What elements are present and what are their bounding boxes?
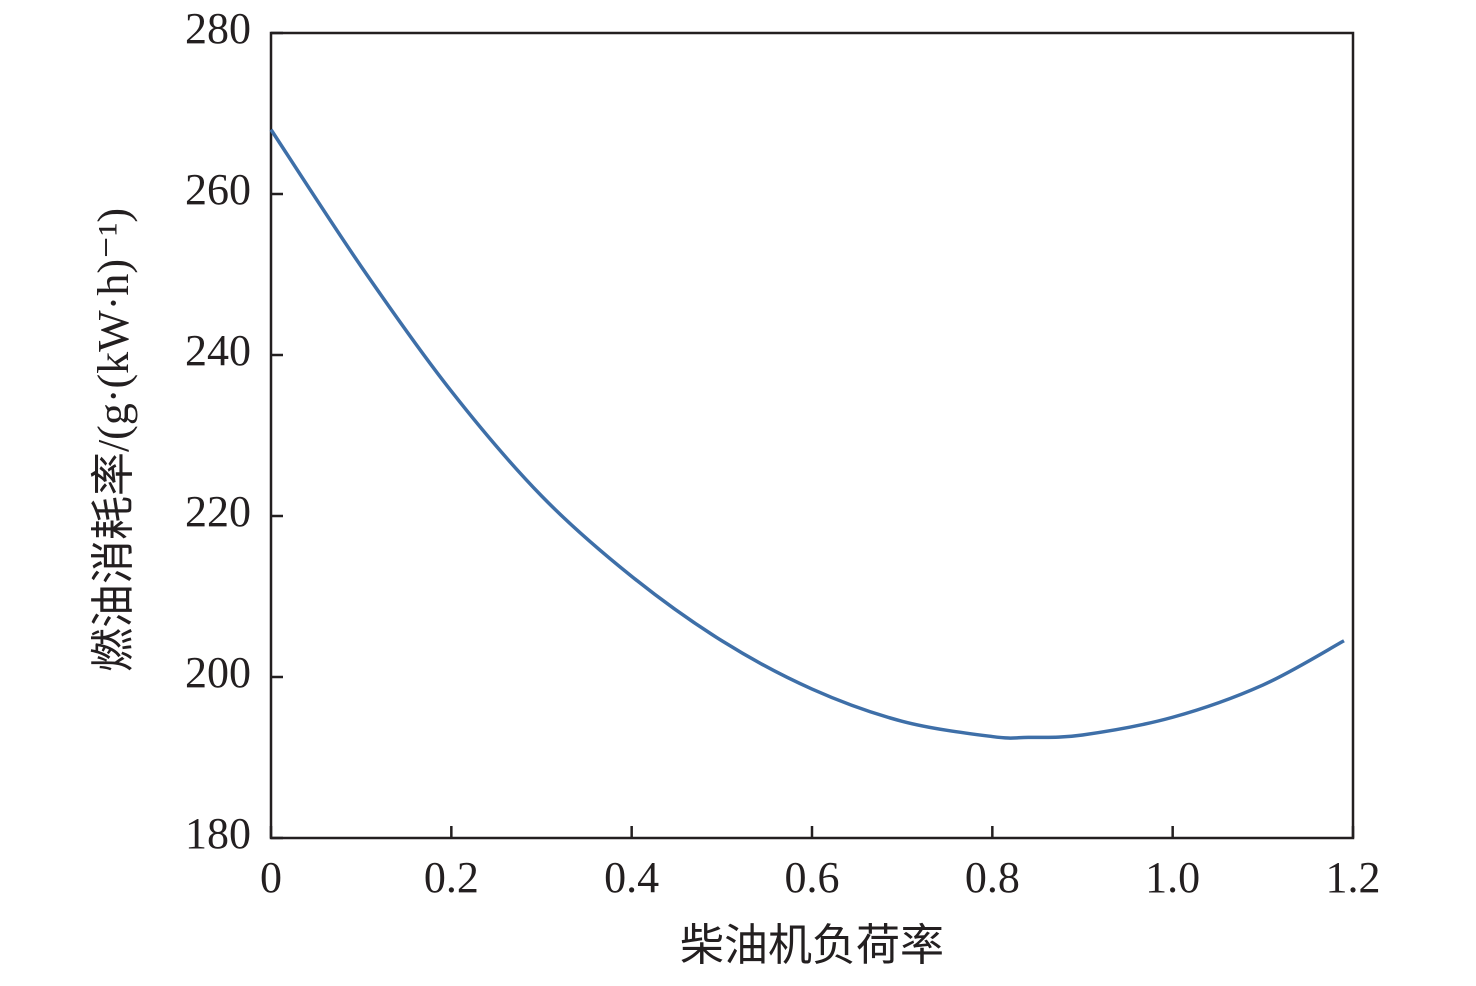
y-tick-label: 180: [185, 809, 251, 858]
y-tick-label: 260: [185, 165, 251, 214]
plot-frame: [269, 31, 1355, 840]
x-tick-label: 0.8: [965, 853, 1020, 902]
x-axis-label: 柴油机负荷率: [680, 921, 944, 970]
x-tick-label: 1.0: [1145, 853, 1200, 902]
x-tick-label: 0.6: [785, 853, 840, 902]
x-tick-label: 0.2: [424, 853, 479, 902]
y-tick-label: 280: [185, 4, 251, 53]
y-tick-label: 200: [185, 648, 251, 697]
x-tick-label: 0.4: [604, 853, 659, 902]
x-tick-label: 0: [260, 853, 282, 902]
y-tick-label: 220: [185, 487, 251, 536]
x-tick-label: 1.2: [1326, 853, 1381, 902]
y-axis-label: 燃油消耗率/(g·(kW·h)⁻¹): [89, 208, 138, 672]
y-tick-label: 240: [185, 326, 251, 375]
line-series: [269, 128, 1345, 740]
